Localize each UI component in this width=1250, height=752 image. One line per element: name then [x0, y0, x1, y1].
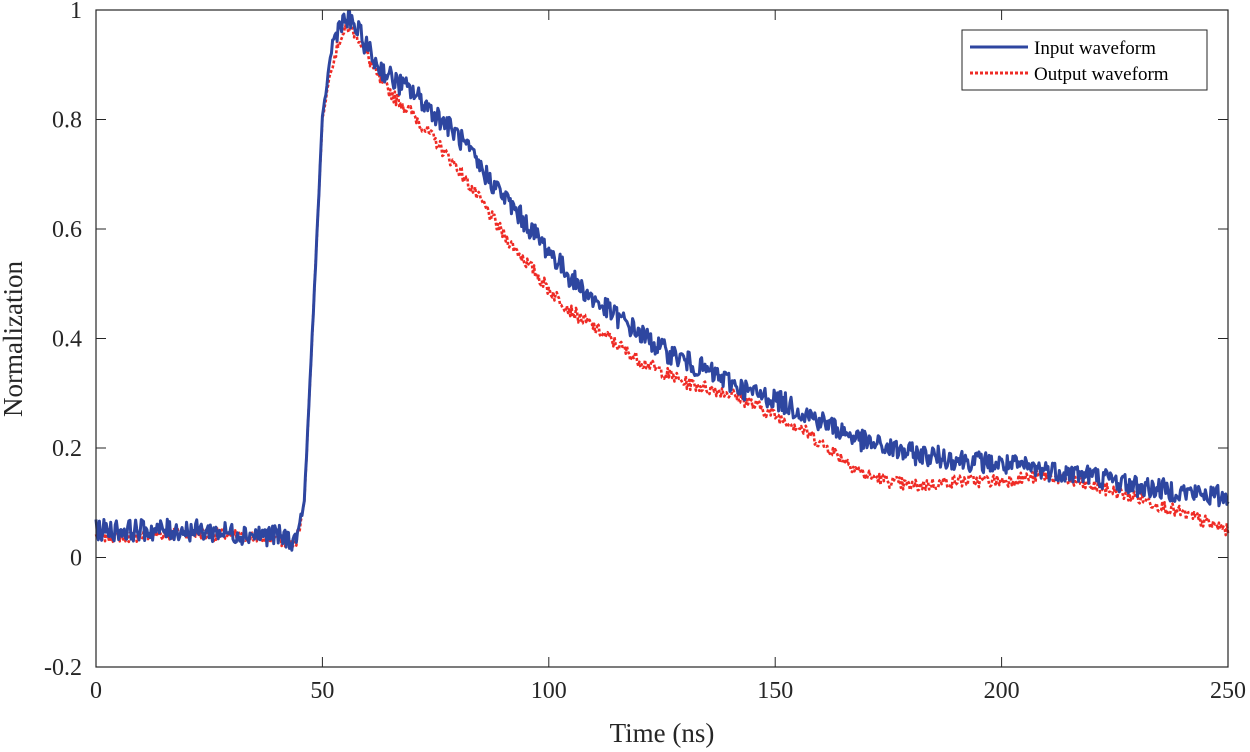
x-axis-label: Time (ns) [610, 718, 715, 748]
y-tick-label: -0.2 [44, 655, 82, 681]
y-tick-label: 0.8 [52, 108, 82, 134]
plot-area: 0 50 100 150 200 250 -0.2 0 0.2 0.4 0.6 0.8 1 [44, 0, 1246, 704]
y-tick-label: 1 [70, 0, 82, 24]
y-tick-label: 0.4 [52, 327, 82, 353]
y-axis-label: Normalization [0, 261, 28, 417]
x-tick-label: 200 [984, 678, 1020, 704]
series-line-input [94, 9, 1230, 552]
y-tick-label: 0 [70, 546, 82, 572]
x-tick-label: 150 [757, 678, 793, 704]
x-tick-label: 50 [310, 678, 334, 704]
y-tick-label: 0.2 [52, 436, 82, 462]
x-tick-label: 100 [531, 678, 567, 704]
series-layer [94, 9, 1230, 552]
x-tick-label: 0 [90, 678, 102, 704]
legend-label-input: Input waveform [1034, 38, 1156, 59]
legend-label-output: Output waveform [1034, 64, 1169, 85]
legend: Input waveform Output waveform [961, 29, 1208, 91]
x-tick-label: 250 [1210, 678, 1246, 704]
y-tick-label: 0.6 [52, 217, 82, 243]
legend-box [961, 29, 1208, 91]
ticks-layer: 0 50 100 150 200 250 -0.2 0 0.2 0.4 0.6 0.8 1 [44, 0, 1246, 704]
